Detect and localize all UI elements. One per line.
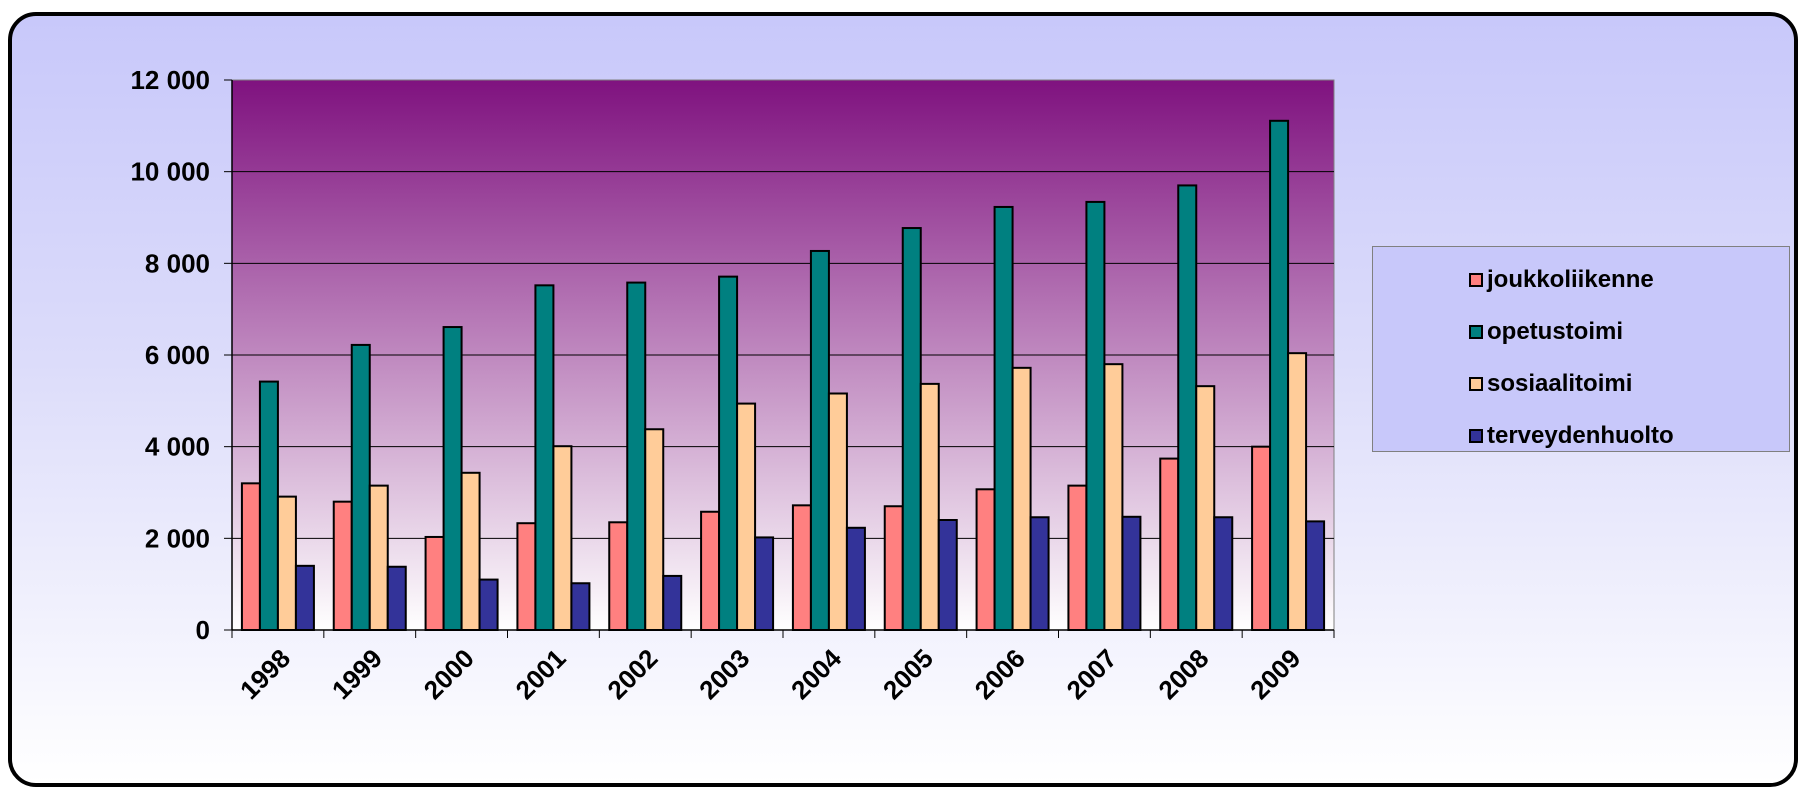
x-tick-label: 2006 [969, 643, 1031, 705]
bar-joukkoliikenne-2000 [424, 535, 445, 631]
bar-terveydenhuolto-1999 [386, 565, 407, 631]
bar-opetustoimi-2002 [626, 281, 647, 631]
x-tick-labels: 1998 1999 2000 2001 2002 2003 2004 2005 2006 2007… [234, 643, 1306, 705]
bar-opetustoimi-2009 [1269, 119, 1290, 632]
bar-opetustoimi-2004 [809, 249, 830, 631]
bar-opetustoimi-1999 [350, 343, 371, 631]
legend-label: opetustoimi [1487, 318, 1623, 345]
x-tick-label: 1998 [234, 643, 296, 705]
bar-opetustoimi-2000 [442, 326, 463, 631]
bar-opetustoimi-2003 [718, 275, 739, 631]
bar-joukkoliikenne-2008 [1159, 457, 1180, 632]
bar-sosiaalitoimi-2005 [919, 382, 940, 631]
bar-terveydenhuolto-1998 [294, 564, 315, 631]
bar-joukkoliikenne-2006 [975, 488, 996, 631]
x-tick-label: 2000 [418, 643, 480, 705]
y-tick-label: 4 000 [145, 432, 210, 462]
legend-item-joukkoliikenne: joukkoliikenne [1469, 265, 1654, 295]
bar-sosiaalitoimi-2003 [736, 402, 757, 632]
bar-opetustoimi-1998 [258, 380, 279, 632]
bar-joukkoliikenne-2002 [608, 521, 629, 631]
legend-item-sosiaalitoimi: sosiaalitoimi [1469, 369, 1632, 399]
x-tick-label: 2009 [1244, 643, 1306, 705]
x-tick-label: 2007 [1061, 643, 1123, 705]
bar-joukkoliikenne-2007 [1067, 484, 1088, 631]
bar-joukkoliikenne-2009 [1251, 445, 1272, 631]
bar-terveydenhuolto-2007 [1121, 515, 1142, 631]
bar-opetustoimi-2007 [1085, 200, 1106, 632]
legend-label: joukkoliikenne [1487, 266, 1654, 293]
bar-terveydenhuolto-2000 [478, 578, 499, 631]
y-tick-label: 12 000 [130, 65, 210, 95]
bar-sosiaalitoimi-2004 [827, 392, 848, 631]
bar-terveydenhuolto-2009 [1305, 520, 1326, 631]
bar-sosiaalitoimi-2002 [644, 428, 665, 631]
bar-sosiaalitoimi-2009 [1287, 352, 1308, 631]
x-tick-label: 2002 [601, 643, 663, 705]
legend-swatch [1469, 377, 1483, 391]
x-tick-label: 1999 [326, 643, 388, 705]
bar-opetustoimi-2005 [901, 227, 922, 632]
legend-swatch [1469, 429, 1483, 443]
bar-joukkoliikenne-2005 [883, 505, 904, 631]
bar-sosiaalitoimi-2000 [460, 471, 481, 631]
bar-terveydenhuolto-2008 [1213, 516, 1234, 631]
y-tick-label: 10 000 [130, 157, 210, 187]
legend-swatch [1469, 273, 1483, 287]
legend-swatch [1469, 325, 1483, 339]
bar-opetustoimi-2008 [1177, 184, 1198, 632]
x-tick-label: 2003 [693, 643, 755, 705]
bar-joukkoliikenne-2001 [516, 522, 537, 632]
gridlines [232, 171, 1334, 539]
y-tick-label: 2 000 [145, 523, 210, 553]
bar-joukkoliikenne-1999 [332, 500, 353, 631]
x-tick-label: 2004 [785, 643, 847, 705]
legend-item-opetustoimi: opetustoimi [1469, 317, 1623, 347]
legend-label: sosiaalitoimi [1487, 370, 1633, 397]
bar-joukkoliikenne-1998 [240, 482, 261, 632]
bar-terveydenhuolto-2002 [662, 574, 683, 632]
bar-opetustoimi-2006 [993, 205, 1014, 631]
bar-joukkoliikenne-2004 [791, 504, 812, 632]
x-tick-label: 2005 [877, 643, 939, 705]
bar-terveydenhuolto-2001 [570, 582, 591, 631]
bar-joukkoliikenne-2003 [700, 510, 721, 631]
bar-sosiaalitoimi-2006 [1011, 366, 1032, 631]
bar-sosiaalitoimi-1999 [368, 484, 389, 631]
y-tick-label: 0 [196, 615, 210, 645]
x-tick-label: 2008 [1152, 643, 1214, 705]
axes [224, 79, 1335, 638]
bar-terveydenhuolto-2004 [845, 526, 866, 631]
y-tick-labels: 0 2 000 4 000 6 000 8 000 10 000 12 000 [130, 65, 210, 645]
legend-label: terveydenhuolto [1487, 422, 1674, 449]
bar-sosiaalitoimi-2008 [1195, 385, 1216, 631]
bar-terveydenhuolto-2006 [1029, 516, 1050, 631]
legend: joukkoliikenne opetustoimi sosiaalitoimi te… [1372, 246, 1790, 452]
bar-opetustoimi-2001 [534, 284, 555, 631]
bar-sosiaalitoimi-1998 [276, 495, 297, 631]
x-tick-label: 2001 [510, 643, 572, 705]
bar-sosiaalitoimi-2001 [552, 445, 573, 632]
bar-terveydenhuolto-2003 [754, 536, 775, 632]
y-tick-label: 8 000 [145, 248, 210, 278]
bar-sosiaalitoimi-2007 [1103, 363, 1124, 631]
legend-item-terveydenhuolto: terveydenhuolto [1469, 421, 1674, 451]
y-tick-label: 6 000 [145, 340, 210, 370]
bar-terveydenhuolto-2005 [937, 519, 958, 631]
